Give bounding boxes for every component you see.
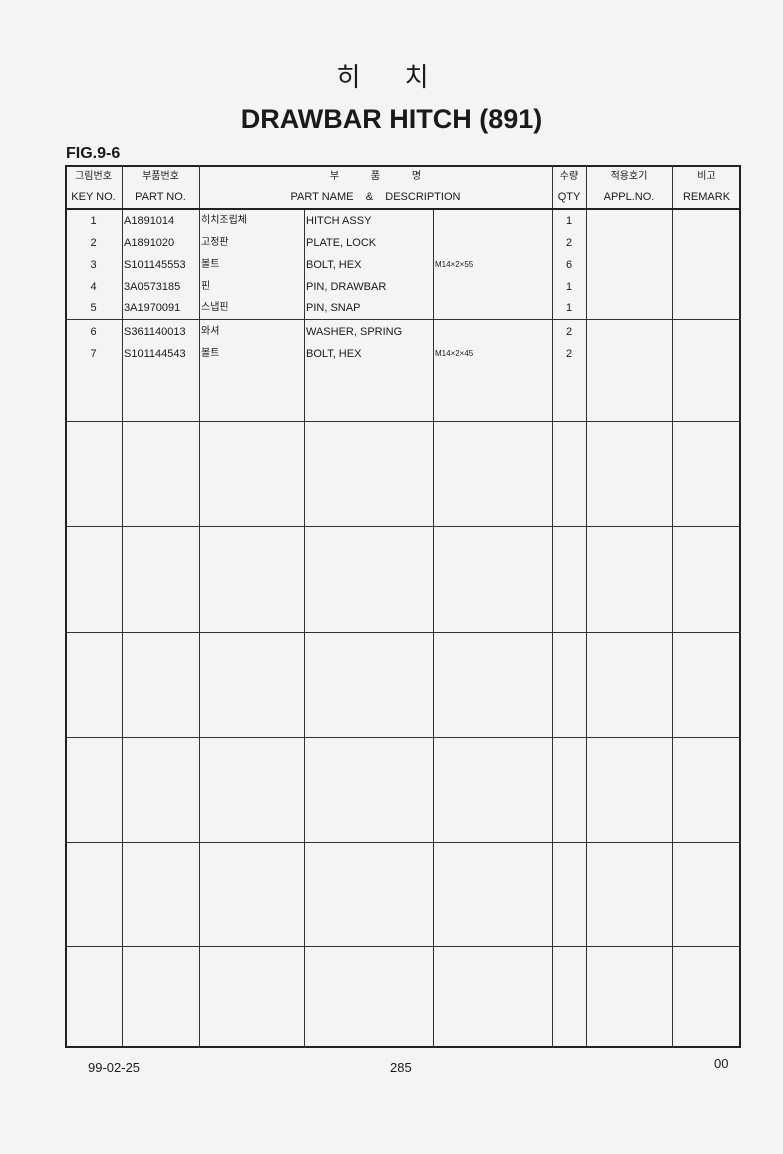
header-key-no: 그림번호 KEY NO.: [65, 168, 122, 206]
header-en: APPL.NO.: [603, 191, 655, 203]
cell-name-en: BOLT, HEX: [306, 259, 362, 271]
cell-name-kr: 히치조립체: [201, 215, 247, 226]
cell-part-no: S361140013: [124, 326, 186, 338]
footer-date: 99-02-25: [88, 1060, 141, 1075]
cell-part-no: A1891014: [124, 215, 175, 227]
cell-qty: 2: [565, 326, 573, 338]
row-divider: [65, 946, 741, 947]
cell-part-no: A1891020: [124, 237, 175, 249]
cell-key: 4: [90, 281, 97, 293]
column-divider: [122, 165, 123, 1048]
header-divider: [65, 208, 741, 210]
title-korean: 히 치: [336, 63, 447, 93]
cell-name-kr: 고정판: [201, 237, 229, 248]
cell-name-en: BOLT, HEX: [306, 348, 362, 360]
cell-spec: [435, 233, 550, 253]
cell-key: 6: [90, 326, 97, 338]
cell-name-kr: 스냅핀: [201, 302, 229, 313]
header-kr: 그림번호: [75, 171, 112, 182]
cell-key: 3: [90, 259, 97, 271]
cell-name-kr: 볼트: [201, 348, 220, 359]
cell-part-no: 3A0573185: [124, 281, 181, 293]
cell-qty: 2: [565, 237, 573, 249]
header-en: REMARK: [682, 191, 731, 203]
header-en: PART NAME & DESCRIPTION: [290, 191, 461, 203]
cell-qty: 1: [565, 281, 573, 293]
cell-name-en: PLATE, LOCK: [306, 237, 377, 249]
header-en: PART NO.: [135, 191, 186, 203]
cell-key: 2: [90, 237, 97, 249]
cell-key: 7: [90, 348, 97, 360]
header-kr: 적용호기: [610, 171, 648, 182]
cell-name-en: PIN, DRAWBAR: [306, 281, 387, 293]
cell-spec: [435, 211, 550, 231]
figure-label: FIG.9-6: [66, 145, 121, 162]
page-number: 285: [390, 1060, 412, 1075]
row-divider: [65, 632, 741, 633]
header-qty: 수량 QTY: [552, 168, 586, 206]
parts-table: [65, 165, 741, 1048]
cell-spec: M14×2×45: [435, 349, 474, 358]
header-en: QTY: [557, 191, 581, 203]
cell-name-en: HITCH ASSY: [306, 215, 372, 227]
row-divider: [65, 737, 741, 738]
row-divider: [65, 421, 741, 422]
cell-spec: [435, 322, 550, 342]
cell-name-en: PIN, SNAP: [306, 302, 361, 314]
column-divider: [433, 208, 434, 1048]
cell-name-kr: 와셔: [201, 326, 220, 337]
header-part-no: 부품번호 PART NO.: [122, 168, 199, 206]
row-divider: [65, 526, 741, 527]
header-remark: 비고 REMARK: [672, 168, 741, 206]
cell-qty: 1: [565, 302, 573, 314]
cell-key: 5: [90, 302, 97, 314]
header-description: 부 품 명 PART NAME & DESCRIPTION: [199, 168, 552, 206]
column-divider: [199, 165, 200, 1048]
header-kr: 수량: [559, 171, 579, 182]
header-appl-no: 적용호기 APPL.NO.: [586, 168, 672, 206]
cell-spec: [435, 277, 550, 297]
cell-name-kr: 핀: [201, 281, 211, 292]
cell-qty: 2: [565, 348, 573, 360]
header-kr: 부품번호: [142, 171, 179, 182]
cell-name-en: WASHER, SPRING: [306, 326, 403, 338]
column-divider: [304, 208, 305, 1048]
cell-qty: 6: [565, 259, 573, 271]
revision: 00: [714, 1056, 729, 1071]
column-divider: [552, 165, 553, 1048]
header-en: KEY NO.: [71, 191, 116, 203]
column-divider: [586, 165, 587, 1048]
header-kr: 부 품 명: [329, 171, 422, 182]
cell-part-no: 3A1970091: [124, 302, 181, 314]
column-divider: [672, 165, 673, 1048]
cell-spec: M14×2×55: [435, 260, 474, 269]
cell-part-no: S101145553: [124, 259, 186, 271]
cell-name-kr: 볼트: [201, 259, 220, 270]
cell-key: 1: [90, 215, 97, 227]
cell-part-no: S101144543: [124, 348, 186, 360]
cell-qty: 1: [565, 215, 573, 227]
page-title: DRAWBAR HITCH (891): [240, 104, 543, 134]
row-divider: [65, 842, 741, 843]
header-kr: 비고: [697, 171, 716, 182]
cell-spec: [435, 298, 550, 318]
row-divider: [65, 319, 741, 320]
